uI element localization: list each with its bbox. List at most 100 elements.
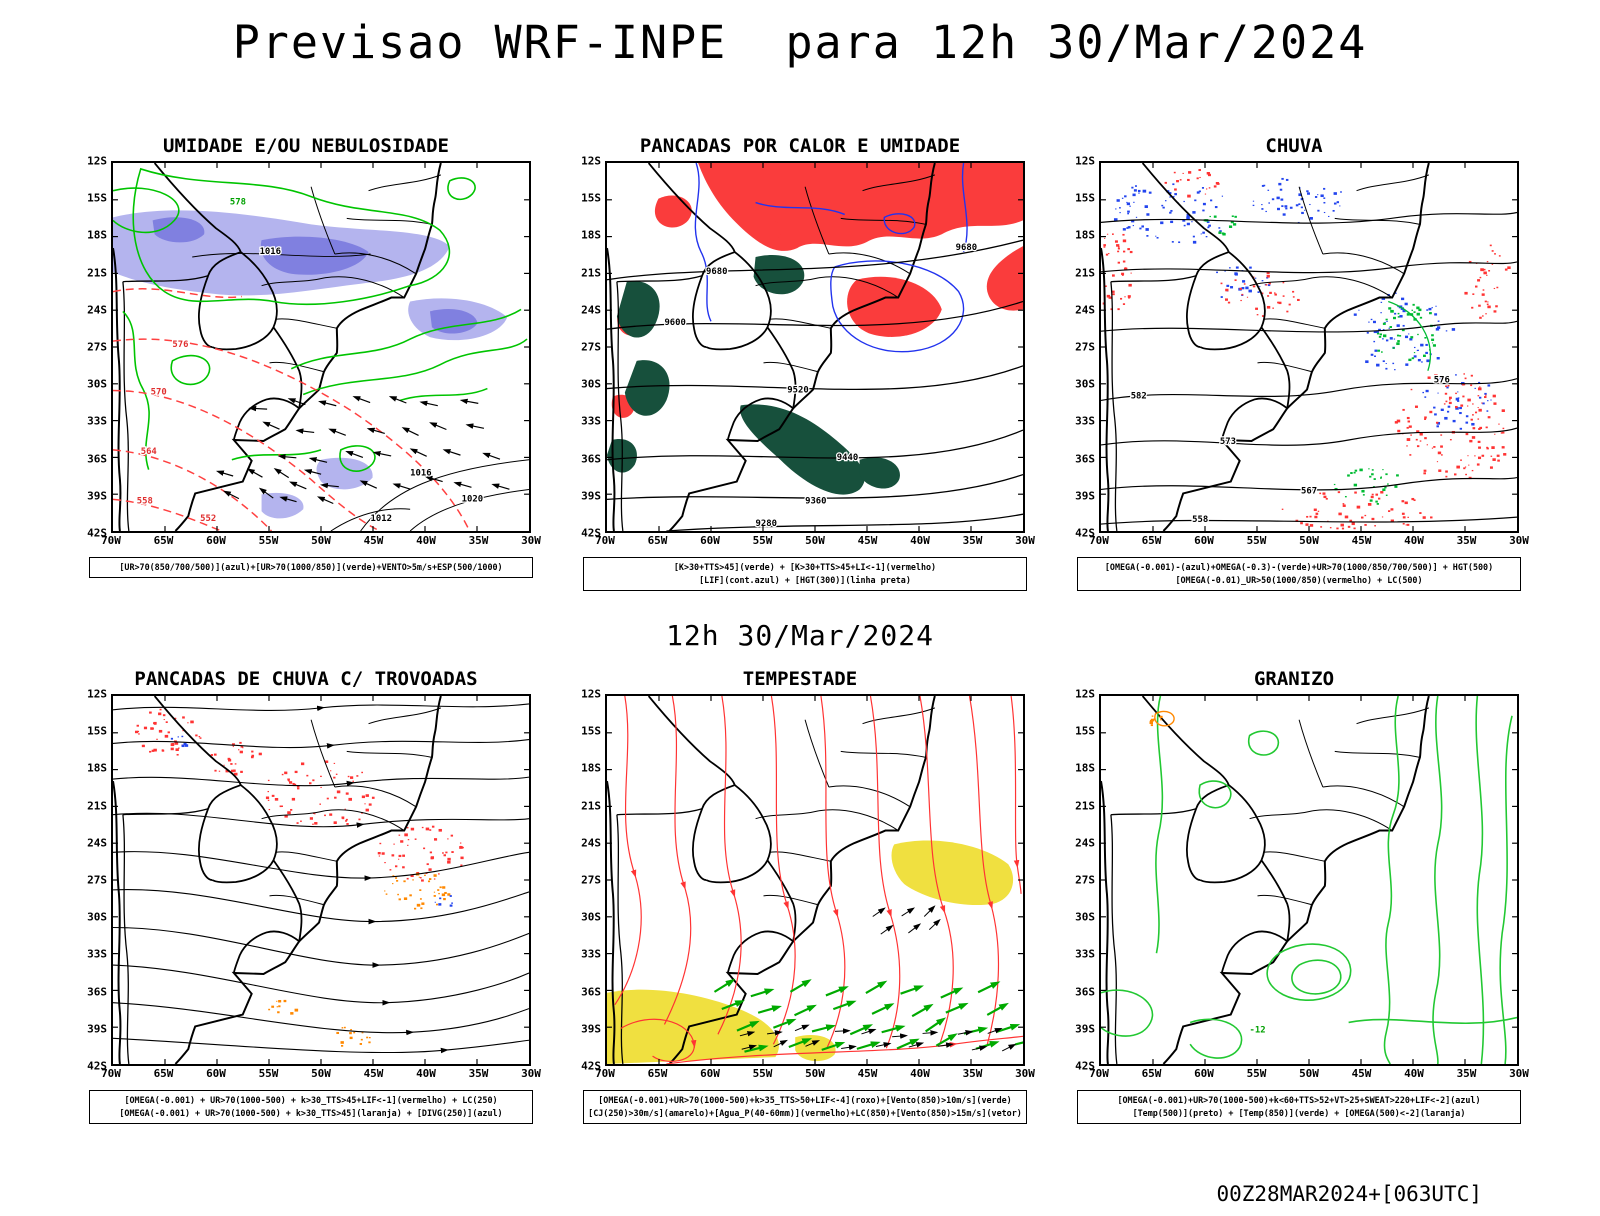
panel-title: PANCADAS POR CALOR E UMIDADE	[571, 135, 1029, 157]
lat-tick-label: 39S	[1075, 489, 1095, 502]
lon-tick-label: 55W	[259, 1067, 279, 1080]
forecast-page: Previsao WRF-INPE para 12h 30/Mar/2024 U…	[0, 16, 1600, 1124]
contour-label: 567	[1301, 486, 1317, 496]
rain-speckles-green	[1334, 468, 1399, 505]
lat-tick-label: 21S	[87, 266, 107, 279]
lat-tick-label: 30S	[1075, 911, 1095, 924]
lat-tick-label: 21S	[1075, 799, 1095, 812]
lon-tick-label: 70W	[595, 1067, 615, 1080]
lon-tick-label: 70W	[1089, 1067, 1109, 1080]
caption-box: [OMEGA(-0.001)+UR>70(1000-500)+k>35_TTS>…	[583, 1090, 1027, 1124]
lon-tick-label: 55W	[1247, 1067, 1267, 1080]
lon-tick-label: 65W	[1142, 1067, 1162, 1080]
lat-tick-label: 36S	[87, 985, 107, 998]
lon-tick-label: 50W	[1299, 1067, 1319, 1080]
lat-tick-label: 24S	[87, 303, 107, 316]
rain-speckles-red	[1282, 491, 1433, 529]
lat-tick-label: 36S	[1075, 985, 1095, 998]
contour-label: 582	[1131, 391, 1147, 401]
wind-center-vectors	[873, 908, 938, 934]
caption-line: [OMEGA(-0.01)_UR>50(1000/850)(vermelho) …	[1078, 574, 1520, 587]
lon-tick-label: 60W	[700, 534, 720, 547]
lon-tick-label: 50W	[805, 534, 825, 547]
contour-label: 558	[1192, 515, 1208, 525]
panel-title: CHUVA	[1065, 135, 1523, 157]
lat-tick-label: 18S	[87, 762, 107, 775]
caption-line: [OMEGA(-0.001)+UR>70(1000-500)+k<60+TTS>…	[1078, 1094, 1520, 1107]
lon-tick-label: 40W	[1404, 1067, 1424, 1080]
lat-tick-label: 15S	[87, 725, 107, 738]
caption-box: [UR>70(850/700/500)](azul)+[UR>70(1000/8…	[89, 557, 533, 578]
lat-tick-label: 30S	[581, 911, 601, 924]
map-trovoadas	[113, 696, 529, 1064]
lat-tick-label: 18S	[87, 229, 107, 242]
lon-tick-label: 60W	[206, 534, 226, 547]
lat-tick-label: 27S	[581, 874, 601, 887]
contour-label: 552	[200, 514, 216, 524]
caption-line: [CJ(250)>30m/s](amarelo)+[Agua_P(40-60mm…	[584, 1107, 1026, 1120]
caption-line: [UR>70(850/700/500)](azul)+[UR>70(1000/8…	[90, 561, 532, 574]
lon-tick-label: 45W	[1352, 534, 1372, 547]
lat-tick-label: 33S	[87, 948, 107, 961]
map-umidade: 576 570 564 558 552 1016 1016 1020 1012 …	[113, 163, 529, 531]
lon-tick-label: 45W	[1352, 1067, 1372, 1080]
contour-label: 9600	[664, 318, 685, 328]
lat-tick-label: 36S	[581, 985, 601, 998]
contour-label: 570	[151, 387, 167, 397]
map-pancadas-calor: 9680 9680 9600 9520 9440 9360 9280	[607, 163, 1023, 531]
lon-tick-label: 60W	[1194, 1067, 1214, 1080]
caption-line: [OMEGA(-0.001) + UR>70(1000-500) + k>30_…	[90, 1094, 532, 1107]
lat-tick-label: 27S	[87, 341, 107, 354]
rain-speckles-blue	[1422, 374, 1491, 429]
caption-line: [LIF](cont.azul) + [HGT(300)](linha pret…	[584, 574, 1026, 587]
contour-label: 9680	[956, 243, 977, 253]
lat-tick-label: 39S	[581, 1022, 601, 1035]
map-granizo: -12	[1101, 696, 1517, 1064]
lat-tick-label: 12S	[581, 688, 601, 701]
contour-label: 1012	[371, 514, 392, 524]
lon-tick-label: 60W	[700, 1067, 720, 1080]
caption-box: [OMEGA(-0.001)-(azul)+OMEGA(-0.3)-(verde…	[1077, 557, 1521, 591]
lon-tick-label: 30W	[521, 534, 541, 547]
lat-tick-label: 36S	[87, 452, 107, 465]
lat-tick-label: 30S	[87, 378, 107, 391]
lon-tick-label: 40W	[416, 1067, 436, 1080]
rain-speckles-red	[1464, 245, 1510, 319]
caption-line: [K>30+TTS>45](verde) + [K>30+TTS>45+LI<-…	[584, 561, 1026, 574]
contour-label: 9360	[805, 496, 826, 506]
lon-tick-label: 45W	[364, 534, 384, 547]
lat-tick-label: 21S	[1075, 266, 1095, 279]
contour-label: 576	[172, 340, 188, 350]
lat-tick-label: 30S	[581, 378, 601, 391]
lat-tick-label: 15S	[581, 192, 601, 205]
lat-tick-label: 24S	[87, 836, 107, 849]
lon-tick-label: 35W	[469, 1067, 489, 1080]
lon-tick-label: 45W	[858, 534, 878, 547]
lat-tick-label: 30S	[87, 911, 107, 924]
lat-tick-label: 24S	[581, 836, 601, 849]
lat-tick-label: 18S	[581, 762, 601, 775]
contour-label: 9520	[787, 386, 808, 396]
lon-tick-label: 70W	[101, 1067, 121, 1080]
caption-box: [OMEGA(-0.001)+UR>70(1000-500)+k<60+TTS>…	[1077, 1090, 1521, 1124]
lon-tick-label: 55W	[753, 1067, 773, 1080]
lat-tick-label: 27S	[87, 874, 107, 887]
lon-tick-label: 70W	[595, 534, 615, 547]
lon-tick-label: 60W	[206, 1067, 226, 1080]
contour-label: 573	[1220, 437, 1236, 447]
lon-tick-label: 55W	[1247, 534, 1267, 547]
caption-line: [OMEGA(-0.001) + UR>70(1000-500) + k>30_…	[90, 1107, 532, 1120]
lat-tick-label: 33S	[581, 415, 601, 428]
